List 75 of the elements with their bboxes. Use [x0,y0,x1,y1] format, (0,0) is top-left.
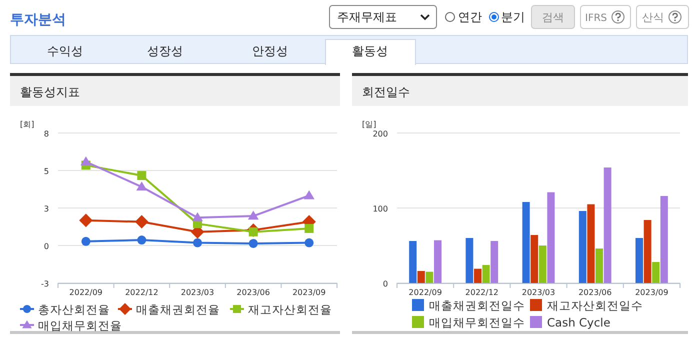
legend-label: 매입채무회전일수 [429,316,525,330]
y-tick-label: 5 [44,167,49,176]
x-tick-label: 2023/06 [236,288,270,297]
point [134,215,148,229]
x-tick-label: 2023/03 [522,288,556,297]
bar [474,268,482,283]
x-tick-label: 2023/06 [578,288,612,297]
text: 분기 [501,10,525,24]
legend-label: 재고자산회전일수 [547,298,643,312]
text: 수익성 [47,44,83,58]
text: 연간 [458,10,482,24]
text: 산식 [642,11,664,24]
bar [578,211,586,283]
x-tick-label: 2022/09 [408,288,442,297]
point [81,236,90,246]
y-tick-label: 0 [382,280,388,288]
bar [490,241,498,283]
text: 안정성 [252,44,288,58]
bar [604,168,612,283]
text: 성장성 [147,44,183,58]
text: IFRS [585,13,607,24]
point [304,238,314,248]
bar [434,240,442,283]
y-axis-title: [일] [362,120,376,129]
legend-label: 재고자산회전율 [248,302,332,316]
x-tick-label: 2023/09 [292,288,326,297]
point [136,181,148,190]
x-tick-label: 2022/09 [69,288,103,297]
text: 주재무제표 [337,10,397,24]
legend-label: 매출채권회전율 [136,302,220,316]
point [137,236,146,245]
bar [644,220,652,283]
text: 투자분석 [10,12,66,28]
bar [409,241,417,283]
bar [652,262,660,283]
text: 활동성 [352,44,388,58]
point [79,214,93,228]
y-tick-label: 200 [372,130,388,138]
bar [530,235,538,283]
bar [547,192,555,283]
legend-label: 매출채권회전일수 [429,298,525,312]
legend-label: 매입채무회전율 [38,318,122,332]
bar [636,238,643,283]
point [304,190,314,200]
y-tick-label: 0 [44,242,49,251]
legend-label: 총자산회전율 [38,302,110,316]
point [248,210,259,220]
point [304,224,314,233]
point [193,238,202,248]
bar [426,272,434,283]
y-tick-label: 3 [44,204,49,214]
chart-title: 활동성지표 [20,85,80,99]
bar [417,271,425,283]
bar [522,202,530,283]
y-tick-label: 100 [372,204,388,214]
point [248,238,258,248]
text: 검색 [542,11,564,24]
y-tick-label: -3 [41,280,49,288]
legend-label: Cash Cycle [547,316,610,330]
bar [587,204,595,283]
x-tick-label: 2022/12 [465,288,499,297]
x-tick-label: 2022/12 [125,288,158,297]
bar [538,246,546,283]
x-tick-label: 2023/03 [180,288,214,297]
x-tick-label: 2023/09 [635,288,668,297]
chart-title: 회전일수 [362,85,410,99]
bar [660,196,668,283]
point [137,171,146,180]
bar [466,238,474,283]
y-axis-title: [회] [20,120,34,129]
bar [482,265,490,283]
point [192,212,203,222]
y-tick-label: 8 [44,130,49,138]
bar [596,248,603,283]
point [80,156,92,166]
